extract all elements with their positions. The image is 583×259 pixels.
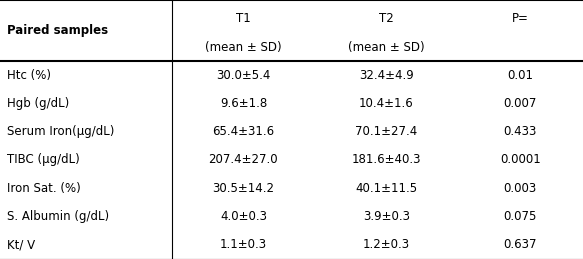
Text: Serum Iron(μg/dL): Serum Iron(μg/dL) bbox=[7, 125, 114, 138]
Text: 0.637: 0.637 bbox=[504, 238, 537, 251]
Text: 32.4±4.9: 32.4±4.9 bbox=[359, 69, 413, 82]
Text: 4.0±0.3: 4.0±0.3 bbox=[220, 210, 267, 223]
Text: 65.4±31.6: 65.4±31.6 bbox=[212, 125, 275, 138]
Text: (mean ± SD): (mean ± SD) bbox=[348, 41, 424, 54]
Text: 0.0001: 0.0001 bbox=[500, 153, 540, 167]
Text: 0.01: 0.01 bbox=[507, 69, 533, 82]
Text: 0.075: 0.075 bbox=[504, 210, 537, 223]
Text: 10.4±1.6: 10.4±1.6 bbox=[359, 97, 413, 110]
Text: 1.2±0.3: 1.2±0.3 bbox=[363, 238, 410, 251]
Text: TIBC (μg/dL): TIBC (μg/dL) bbox=[7, 153, 80, 167]
Text: 0.003: 0.003 bbox=[504, 182, 537, 195]
Text: Iron Sat. (%): Iron Sat. (%) bbox=[7, 182, 81, 195]
Text: T2: T2 bbox=[379, 12, 394, 25]
Text: 1.1±0.3: 1.1±0.3 bbox=[220, 238, 267, 251]
Text: (mean ± SD): (mean ± SD) bbox=[205, 41, 282, 54]
Text: 30.5±14.2: 30.5±14.2 bbox=[212, 182, 275, 195]
Text: Kt/ V: Kt/ V bbox=[7, 238, 35, 251]
Text: 3.9±0.3: 3.9±0.3 bbox=[363, 210, 410, 223]
Text: 0.007: 0.007 bbox=[504, 97, 537, 110]
Text: 0.433: 0.433 bbox=[504, 125, 537, 138]
Text: 9.6±1.8: 9.6±1.8 bbox=[220, 97, 267, 110]
Text: Paired samples: Paired samples bbox=[7, 24, 108, 37]
Text: S. Albumin (g/dL): S. Albumin (g/dL) bbox=[7, 210, 109, 223]
Text: Htc (%): Htc (%) bbox=[7, 69, 51, 82]
Text: 70.1±27.4: 70.1±27.4 bbox=[355, 125, 417, 138]
Text: P=: P= bbox=[512, 12, 529, 25]
Text: 181.6±40.3: 181.6±40.3 bbox=[352, 153, 421, 167]
Text: 30.0±5.4: 30.0±5.4 bbox=[216, 69, 271, 82]
Text: T1: T1 bbox=[236, 12, 251, 25]
Text: Hgb (g/dL): Hgb (g/dL) bbox=[7, 97, 69, 110]
Text: 207.4±27.0: 207.4±27.0 bbox=[209, 153, 278, 167]
Text: 40.1±11.5: 40.1±11.5 bbox=[355, 182, 417, 195]
